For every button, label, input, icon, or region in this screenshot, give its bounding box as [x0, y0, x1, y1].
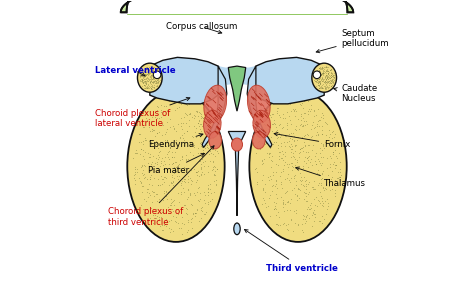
Circle shape — [313, 71, 321, 79]
Ellipse shape — [231, 138, 243, 151]
Ellipse shape — [247, 85, 270, 123]
Polygon shape — [249, 57, 324, 104]
Ellipse shape — [137, 63, 162, 92]
Text: Fornix: Fornix — [274, 133, 351, 149]
Ellipse shape — [204, 85, 227, 123]
Text: Caudate
Nucleus: Caudate Nucleus — [334, 84, 378, 103]
Ellipse shape — [249, 91, 346, 242]
Ellipse shape — [312, 63, 337, 92]
Text: Thalamus: Thalamus — [296, 167, 366, 188]
Ellipse shape — [128, 91, 225, 242]
Ellipse shape — [209, 131, 222, 149]
Text: Septum
pellucidum: Septum pellucidum — [316, 29, 389, 53]
Text: Choroid plexus of
third ventricle: Choroid plexus of third ventricle — [108, 146, 214, 227]
Polygon shape — [247, 66, 272, 147]
Polygon shape — [228, 66, 246, 111]
Text: Third ventricle: Third ventricle — [245, 230, 338, 272]
Text: Ependyma: Ependyma — [148, 133, 203, 149]
Polygon shape — [150, 57, 225, 104]
Text: Corpus callosum: Corpus callosum — [166, 22, 238, 34]
Circle shape — [153, 71, 161, 79]
Text: Lateral ventricle: Lateral ventricle — [95, 66, 175, 76]
Ellipse shape — [252, 131, 265, 149]
Ellipse shape — [253, 110, 271, 138]
Text: Pia mater: Pia mater — [148, 153, 205, 175]
Polygon shape — [228, 131, 246, 216]
Polygon shape — [202, 66, 227, 147]
Polygon shape — [218, 66, 256, 85]
Ellipse shape — [234, 223, 240, 235]
Ellipse shape — [203, 110, 221, 138]
Text: Choroid plexus of
lateral ventricle: Choroid plexus of lateral ventricle — [95, 98, 190, 128]
Polygon shape — [121, 0, 353, 12]
